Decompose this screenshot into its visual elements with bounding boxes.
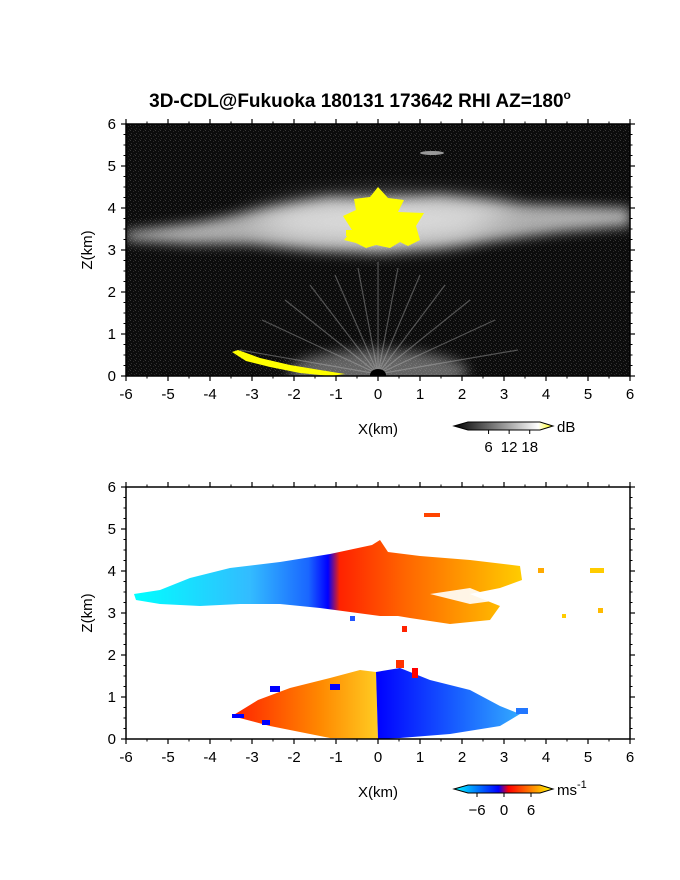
reflectivity-xtick-label: -6 <box>119 386 132 403</box>
reflectivity-xtick-label: 2 <box>458 386 466 403</box>
reflectivity-ytick-label: 0 <box>108 368 116 385</box>
velocity-xtick-label: 5 <box>584 749 592 766</box>
velocity-colorbar: −6 0 6 ms-1 <box>452 779 587 819</box>
scattered-echo-pixels <box>232 513 604 725</box>
velocity-xtick-label: -3 <box>245 749 258 766</box>
reflectivity-colorbar-bar <box>452 421 555 431</box>
reflectivity-axes: -6 -5 -4 -3 -2 -1 0 1 2 3 4 5 6 0 1 2 3 4 5 6 <box>108 116 635 403</box>
reflectivity-ylabel: Z(km) <box>79 230 96 269</box>
reflectivity-colorbar-tick-label: 18 <box>521 439 538 456</box>
velocity-xtick-label: -4 <box>203 749 216 766</box>
velocity-xtick-label: 3 <box>500 749 508 766</box>
velocity-xtick-label: 6 <box>626 749 634 766</box>
velocity-xlabel: X(km) <box>358 784 398 801</box>
radar-site-marker <box>370 369 386 376</box>
upper-faint-streak <box>420 151 444 155</box>
chart-title: 3D-CDL@Fukuoka 180131 173642 RHI AZ=180o <box>149 88 571 112</box>
velocity-ytick-label: 6 <box>108 479 116 496</box>
reflectivity-xtick-label: -3 <box>245 386 258 403</box>
reflectivity-xtick-label: 3 <box>500 386 508 403</box>
velocity-xtick-label: 1 <box>416 749 424 766</box>
reflectivity-colorbar-unit: dB <box>557 419 575 436</box>
velocity-ytick-label: 1 <box>108 689 116 706</box>
velocity-xtick-label: -2 <box>287 749 300 766</box>
velocity-colorbar-bar <box>452 784 555 794</box>
velocity-ytick-label: 0 <box>108 731 116 748</box>
reflectivity-plot-area <box>126 124 630 376</box>
reflectivity-ytick-label: 6 <box>108 116 116 133</box>
reflectivity-ytick-label: 2 <box>108 284 116 301</box>
velocity-colorbar-tick-label: 0 <box>500 802 508 819</box>
reflectivity-xtick-label: -2 <box>287 386 300 403</box>
velocity-axes: -6 -5 -4 -3 -2 -1 0 1 2 3 4 5 6 0 1 2 3 4 5 6 <box>108 479 635 766</box>
lower-layer-negative-echo <box>376 668 520 739</box>
upper-layer-echo <box>134 540 522 624</box>
reflectivity-xtick-label: -4 <box>203 386 216 403</box>
saturated-core <box>343 187 424 248</box>
velocity-colorbar-unit: ms-1 <box>557 779 587 799</box>
reflectivity-xtick-label: 0 <box>374 386 382 403</box>
velocity-ytick-label: 4 <box>108 563 116 580</box>
velocity-ytick-label: 3 <box>108 605 116 622</box>
upper-layer-notch <box>430 588 500 604</box>
saturated-ground-line <box>232 350 345 376</box>
reflectivity-xtick-label: 4 <box>542 386 550 403</box>
velocity-ytick-label: 2 <box>108 647 116 664</box>
reflectivity-ytick-label: 3 <box>108 242 116 259</box>
velocity-xtick-label: 0 <box>374 749 382 766</box>
reflectivity-xtick-label: -1 <box>329 386 342 403</box>
reflectivity-ytick-label: 1 <box>108 326 116 343</box>
near-ground-glow <box>288 350 468 376</box>
velocity-xtick-label: -5 <box>161 749 174 766</box>
velocity-plot-area <box>126 487 630 739</box>
reflectivity-colorbar: 6 12 18 dB <box>452 419 575 456</box>
reflectivity-xlabel: X(km) <box>358 421 398 438</box>
velocity-xtick-label: 4 <box>542 749 550 766</box>
velocity-panel: -6 -5 -4 -3 -2 -1 0 1 2 3 4 5 6 0 1 2 3 4 5 6 X(km) Z(km) −… <box>79 479 635 819</box>
reflectivity-xtick-label: 6 <box>626 386 634 403</box>
reflectivity-ytick-label: 5 <box>108 158 116 175</box>
reflectivity-ytick-label: 4 <box>108 200 116 217</box>
reflectivity-xtick-label: 1 <box>416 386 424 403</box>
reflectivity-colorbar-tick-label: 6 <box>484 439 492 456</box>
velocity-xtick-label: 2 <box>458 749 466 766</box>
velocity-colorbar-tick-label: 6 <box>527 802 535 819</box>
velocity-colorbar-tick-label: −6 <box>468 802 485 819</box>
velocity-ylabel: Z(km) <box>79 593 96 632</box>
velocity-xtick-label: -1 <box>329 749 342 766</box>
velocity-ytick-label: 5 <box>108 521 116 538</box>
reflectivity-colorbar-tick-label: 12 <box>501 439 518 456</box>
reflectivity-xtick-label: 5 <box>584 386 592 403</box>
reflectivity-xtick-label: -5 <box>161 386 174 403</box>
velocity-xtick-label: -6 <box>119 749 132 766</box>
